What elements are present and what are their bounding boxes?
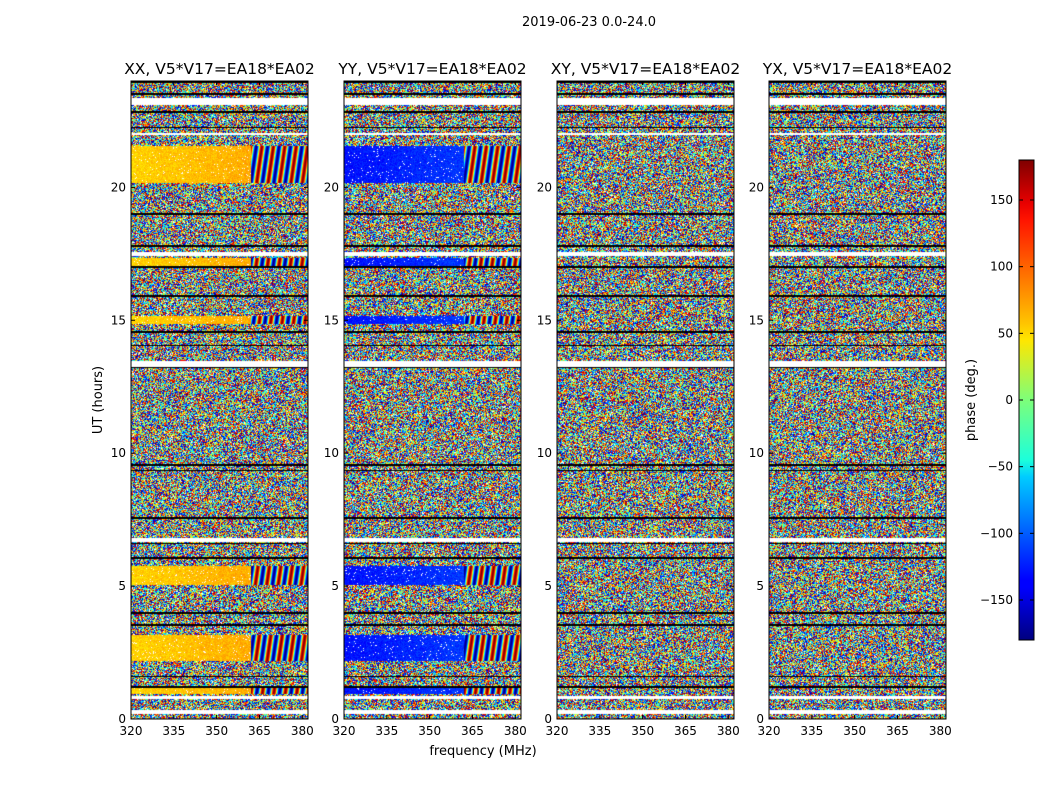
x-tick-label: 380 <box>291 724 314 738</box>
x-axis-label: frequency (MHz) <box>429 744 536 759</box>
panel-frame <box>343 80 522 720</box>
y-tick-label: 0 <box>756 712 764 726</box>
x-tick-label: 380 <box>717 724 740 738</box>
x-tick-label: 320 <box>333 724 356 738</box>
phase-raster <box>769 81 946 719</box>
x-tick-label: 350 <box>205 724 228 738</box>
x-tick-label: 320 <box>120 724 143 738</box>
panel-yy: YY, V5*V17=EA18*EA02 320 335 350 365 380 0 5 10 1… <box>324 60 527 738</box>
panel-title: XY, V5*V17=EA18*EA02 <box>551 60 740 78</box>
y-tick-label: 15 <box>749 313 764 327</box>
colorbar-tick-label: 100 <box>990 260 1013 274</box>
y-tick-label: 15 <box>324 313 339 327</box>
y-tick-label: 10 <box>537 446 552 460</box>
y-tick-label: 0 <box>544 712 552 726</box>
y-tick-label: 20 <box>111 180 126 194</box>
phase-raster <box>557 81 734 719</box>
y-tick-label: 5 <box>331 579 339 593</box>
x-tick-label: 335 <box>162 724 185 738</box>
x-tick-label: 365 <box>886 724 909 738</box>
y-tick-label: 5 <box>118 579 126 593</box>
panels-group: XX, V5*V17=EA18*EA02 320 335 350 365 380 0 5 10 1… <box>111 60 953 738</box>
y-tick-label: 5 <box>756 579 764 593</box>
panel-xy: XY, V5*V17=EA18*EA02 320 335 350 365 380 0 5 10 1… <box>537 60 741 738</box>
chart-title: 2019-06-23 0.0-24.0 <box>522 15 656 30</box>
x-tick-label: 335 <box>800 724 823 738</box>
x-tick-label: 350 <box>843 724 866 738</box>
panel-frame <box>556 80 735 720</box>
panel-title: YX, V5*V17=EA18*EA02 <box>762 60 952 78</box>
y-tick-label: 0 <box>331 712 339 726</box>
x-tick-label: 335 <box>588 724 611 738</box>
colorbar-tick-label: 150 <box>990 193 1013 207</box>
x-tick-label: 365 <box>674 724 697 738</box>
y-tick-label: 10 <box>749 446 764 460</box>
phase-raster <box>131 81 308 719</box>
y-tick-label: 10 <box>111 446 126 460</box>
y-axis-label: UT (hours) <box>91 366 106 434</box>
y-tick-label: 5 <box>544 579 552 593</box>
x-tick-label: 320 <box>758 724 781 738</box>
y-tick-label: 20 <box>749 180 764 194</box>
colorbar-tick-label: −50 <box>988 460 1013 474</box>
x-tick-label: 365 <box>461 724 484 738</box>
y-tick-label: 10 <box>324 446 339 460</box>
panel-title: XX, V5*V17=EA18*EA02 <box>124 60 315 78</box>
x-tick-label: 365 <box>248 724 271 738</box>
x-tick-label: 335 <box>375 724 398 738</box>
panel-title: YY, V5*V17=EA18*EA02 <box>337 60 526 78</box>
x-tick-label: 380 <box>504 724 527 738</box>
y-tick-label: 15 <box>111 313 126 327</box>
colorbar-tick-label: 0 <box>1005 393 1013 407</box>
panel-frame <box>130 80 309 720</box>
colorbar-tick-label: −100 <box>980 526 1013 540</box>
colorbar-tick-label: 50 <box>998 326 1013 340</box>
y-tick-label: 15 <box>537 313 552 327</box>
panel-frame <box>768 80 947 720</box>
y-tick-label: 0 <box>118 712 126 726</box>
x-tick-label: 350 <box>418 724 441 738</box>
x-tick-label: 380 <box>929 724 952 738</box>
x-tick-label: 350 <box>631 724 654 738</box>
y-tick-label: 20 <box>537 180 552 194</box>
phase-raster <box>344 81 521 719</box>
colorbar: 150 100 50 0 −50 −100 −150 <box>980 159 1035 641</box>
colorbar-tick-label: −150 <box>980 593 1013 607</box>
panel-yx: YX, V5*V17=EA18*EA02 320 335 350 365 380 0 5 10 1… <box>749 60 953 738</box>
panel-xx: XX, V5*V17=EA18*EA02 320 335 350 365 380 0 5 10 1… <box>111 60 315 738</box>
y-tick-label: 20 <box>324 180 339 194</box>
colorbar-label: phase (deg.) <box>964 359 979 441</box>
x-tick-label: 320 <box>546 724 569 738</box>
